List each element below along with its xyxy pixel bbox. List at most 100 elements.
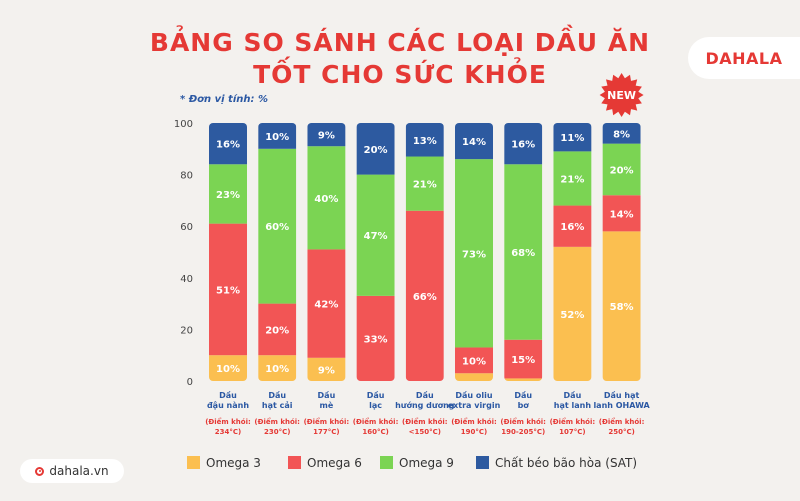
bar-segment-omega9	[455, 159, 493, 348]
smoke-point-label: 234°C)	[215, 428, 241, 436]
data-label-omega9: 21%	[413, 180, 437, 191]
category-label: lạc	[369, 401, 382, 410]
y-tick-label: 0	[187, 377, 193, 388]
smoke-point-label: 230°C)	[264, 428, 290, 436]
data-label-sat: 16%	[216, 140, 240, 151]
data-label-sat: 14%	[462, 137, 486, 148]
legend-swatch-sat	[476, 456, 489, 469]
bar-segment-sat	[504, 123, 543, 165]
bar-segment-sat	[405, 123, 444, 157]
category-label: bơ	[518, 401, 530, 410]
data-label-omega9: 60%	[265, 222, 289, 233]
bar-segment-omega6	[307, 249, 346, 358]
smoke-point-label: 177°C)	[313, 428, 339, 436]
bar-segment-omega9	[405, 156, 444, 211]
bar-segment-omega6	[602, 195, 641, 232]
legend-label-omega9: Omega 9	[399, 456, 454, 470]
smoke-point-label: (Điểm khói:	[353, 417, 399, 426]
legend-label-omega3: Omega 3	[206, 456, 261, 470]
smoke-point-label: (Điểm khói:	[254, 417, 300, 426]
data-label-omega3: 10%	[265, 364, 289, 375]
bar-segment-omega6	[553, 205, 592, 247]
y-tick-label: 80	[180, 171, 193, 182]
bar-group	[504, 123, 543, 381]
y-tick-label: 40	[180, 274, 193, 285]
category-label: đậu nành	[207, 401, 249, 410]
bar-segment-omega3	[307, 357, 346, 381]
bar-segment-omega9	[356, 174, 395, 296]
bar-segment-omega9	[307, 146, 346, 250]
data-label-omega9: 73%	[462, 249, 486, 260]
data-label-omega6: 14%	[610, 209, 634, 220]
location-pin-icon	[35, 466, 45, 476]
smoke-point-label: (Điểm khói:	[550, 417, 596, 426]
bar-segment-omega3	[553, 246, 592, 381]
smoke-point-label: (Điểm khói:	[402, 417, 448, 426]
data-label-omega9: 21%	[560, 174, 584, 185]
category-label: Dầu	[416, 390, 434, 400]
smoke-point-label: <150°C)	[409, 428, 441, 436]
category-label: Dầu	[367, 390, 385, 400]
category-label: Dầu	[318, 390, 336, 400]
category-label: Dầu oliu	[455, 390, 493, 400]
category-label: hạt cải	[262, 400, 293, 410]
data-label-omega6: 16%	[560, 222, 584, 233]
bar-segment-sat	[258, 123, 297, 149]
bar-segment-sat	[455, 123, 493, 160]
bar-segment-omega6	[258, 303, 297, 356]
smoke-point-label: (Điểm khói:	[205, 417, 251, 426]
data-label-omega3: 9%	[318, 365, 335, 376]
data-label-omega3: 58%	[610, 302, 634, 313]
new-badge-starburst-icon	[599, 73, 644, 117]
data-label-omega6: 10%	[462, 356, 486, 367]
smoke-point-label: 190°C)	[461, 428, 487, 436]
category-label: Dầu	[564, 390, 582, 400]
legend-swatch-omega3	[187, 456, 200, 469]
data-label-omega6: 66%	[413, 292, 437, 303]
bar-group	[553, 123, 592, 381]
data-label-sat: 10%	[265, 132, 289, 143]
legend-swatch-omega6	[288, 456, 301, 469]
bar-segment-omega6	[504, 339, 543, 379]
category-label: extra virgin	[448, 401, 501, 410]
bar-segment-omega6	[405, 210, 444, 381]
bar-segment-omega3	[455, 373, 493, 381]
smoke-point-label: 160°C)	[362, 428, 388, 436]
bar-segment-omega6	[209, 223, 247, 356]
data-label-sat: 13%	[413, 136, 437, 147]
chart-title-line2: TỐT CHO SỨC KHỎE	[253, 60, 547, 89]
bar-segment-sat	[307, 123, 346, 147]
bar-segment-omega3	[504, 378, 543, 381]
bar-segment-sat	[209, 123, 247, 165]
data-label-omega6: 51%	[216, 285, 240, 296]
bar-segment-omega9	[258, 148, 297, 304]
bar-segment-sat	[356, 123, 395, 175]
legend-label-sat: Chất béo bão hòa (SAT)	[495, 456, 637, 470]
data-label-sat: 16%	[511, 140, 535, 151]
bar-group	[307, 123, 346, 381]
category-label: Dầu hạt	[604, 390, 640, 400]
bar-segment-sat	[553, 123, 592, 152]
bar-segment-omega3	[209, 355, 247, 381]
category-label: mè	[320, 400, 334, 410]
y-tick-label: 20	[180, 325, 193, 336]
data-label-sat: 11%	[560, 133, 584, 144]
smoke-point-label: (Điểm khói:	[599, 417, 645, 426]
bar-segment-omega6	[455, 347, 493, 374]
data-label-omega9: 47%	[364, 231, 388, 242]
data-label-omega6: 33%	[364, 334, 388, 345]
y-tick-label: 60	[180, 222, 193, 233]
data-label-omega9: 40%	[314, 194, 338, 205]
category-label: Dầu	[268, 390, 286, 400]
data-label-omega3: 10%	[216, 364, 240, 375]
bar-segment-omega9	[553, 151, 592, 206]
data-label-omega9: 68%	[511, 248, 535, 259]
category-label: Dầu	[219, 390, 237, 400]
bar-segment-omega9	[209, 164, 247, 224]
legend-label-omega6: Omega 6	[307, 456, 362, 470]
bar-segment-omega6	[356, 295, 395, 381]
data-label-sat: 8%	[613, 129, 630, 140]
website-badge[interactable]: dahala.vn	[20, 459, 124, 483]
smoke-point-label: 107°C)	[559, 428, 585, 436]
